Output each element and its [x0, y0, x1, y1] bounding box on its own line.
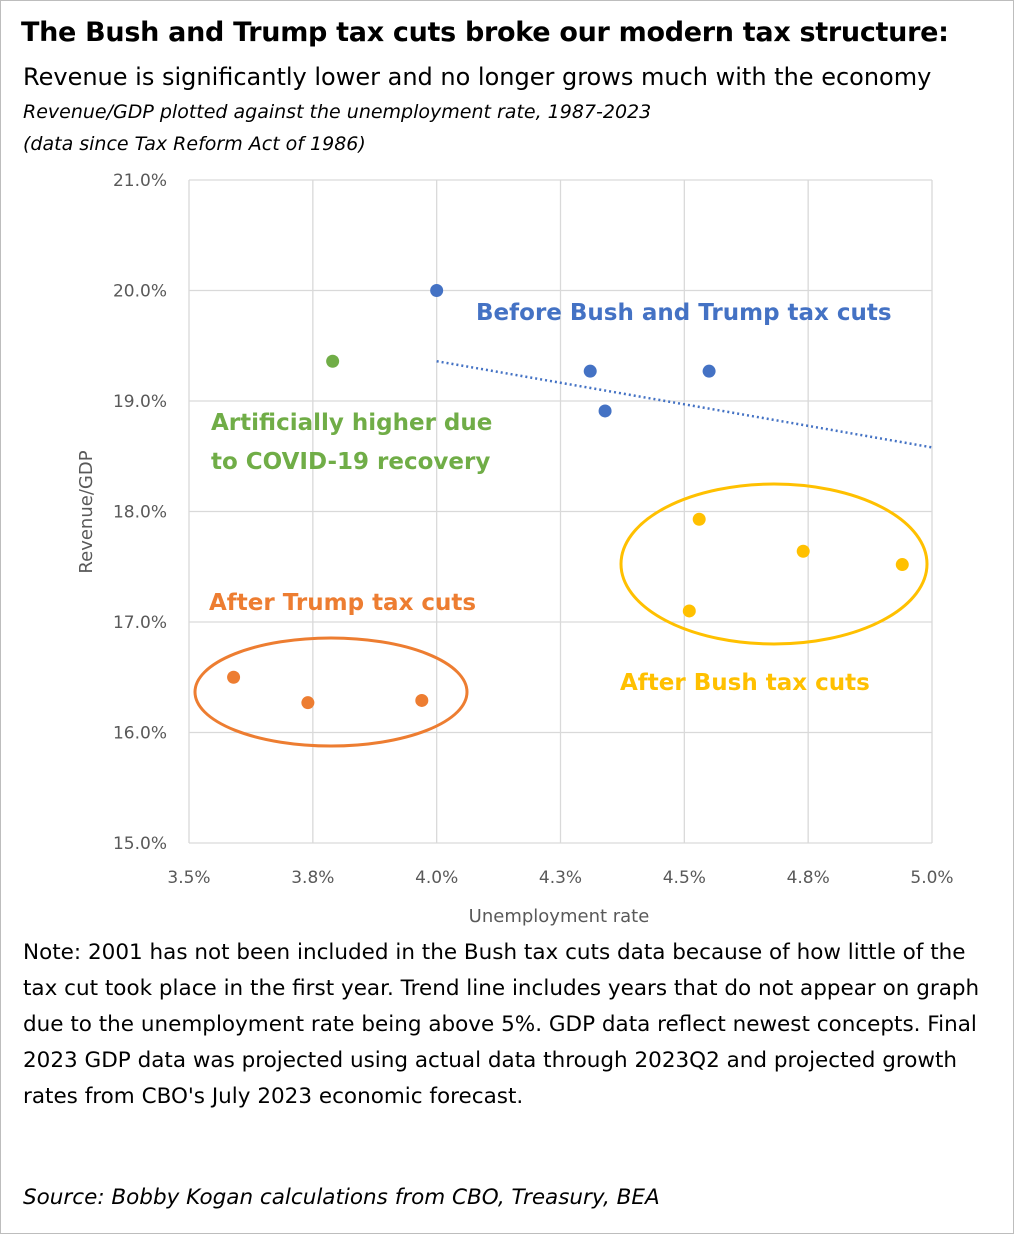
x-tick-label: 3.8%	[291, 868, 334, 888]
data-point-series-3	[796, 544, 810, 558]
y-tick-label: 21.0%	[113, 171, 167, 191]
annotation-covid-1: Artificially higher due	[211, 410, 492, 436]
y-tick-label: 15.0%	[113, 834, 167, 854]
trump-ellipse	[193, 636, 469, 748]
data-point-series-0	[430, 284, 444, 297]
data-point-series-1	[326, 354, 340, 368]
y-tick-label: 17.0%	[113, 613, 167, 633]
data-point-series-0	[598, 404, 612, 418]
scatter-plot: 3.5% 3.8% 4.0% 4.3% 4.5% 4.8% 5.0% 15.0% 16.0% 17…	[76, 171, 954, 927]
x-tick-label: 4.8%	[787, 868, 830, 888]
x-axis-label: Unemployment rate	[469, 906, 650, 927]
bush-ellipse	[619, 482, 929, 646]
x-tick-label: 5.0%	[910, 868, 953, 888]
x-tick-label: 4.3%	[539, 868, 582, 888]
annotation-before: Before Bush and Trump tax cuts	[476, 300, 892, 326]
data-point-series-0	[702, 364, 716, 378]
annotation-trump: After Trump tax cuts	[209, 590, 476, 616]
chart-subtitle: Revenue is significantly lower and no lo…	[23, 63, 932, 91]
chart-subtitle-3: (data since Tax Reform Act of 1986)	[23, 133, 366, 155]
data-point-series-0	[583, 364, 597, 378]
y-tick-label: 19.0%	[113, 392, 167, 412]
y-axis-label: Revenue/GDP	[76, 450, 97, 573]
chart-subtitle-2: Revenue/GDP plotted against the unemploy…	[23, 101, 652, 123]
trendline	[436, 359, 933, 449]
y-tick-label: 16.0%	[113, 724, 167, 744]
data-point-series-3	[692, 512, 706, 526]
data-point-series-3	[682, 604, 696, 618]
annotation-bush: After Bush tax cuts	[620, 670, 870, 696]
chart-source: Source: Bobby Kogan calculations from CB…	[23, 1185, 660, 1210]
x-tick-label: 4.0%	[415, 868, 458, 888]
data-point-series-2	[415, 693, 429, 707]
chart-title: The Bush and Trump tax cuts broke our mo…	[21, 17, 949, 48]
data-point-series-3	[895, 558, 909, 572]
y-tick-label: 20.0%	[113, 282, 167, 302]
annotation-covid-2: to COVID-19 recovery	[211, 449, 490, 475]
x-tick-label: 4.5%	[663, 868, 706, 888]
chart-note: Note: 2001 has not been included in the …	[23, 940, 980, 1109]
y-tick-label: 18.0%	[113, 503, 167, 523]
x-tick-label: 3.5%	[167, 868, 210, 888]
data-point-series-2	[301, 696, 315, 710]
data-point-series-2	[227, 670, 241, 684]
